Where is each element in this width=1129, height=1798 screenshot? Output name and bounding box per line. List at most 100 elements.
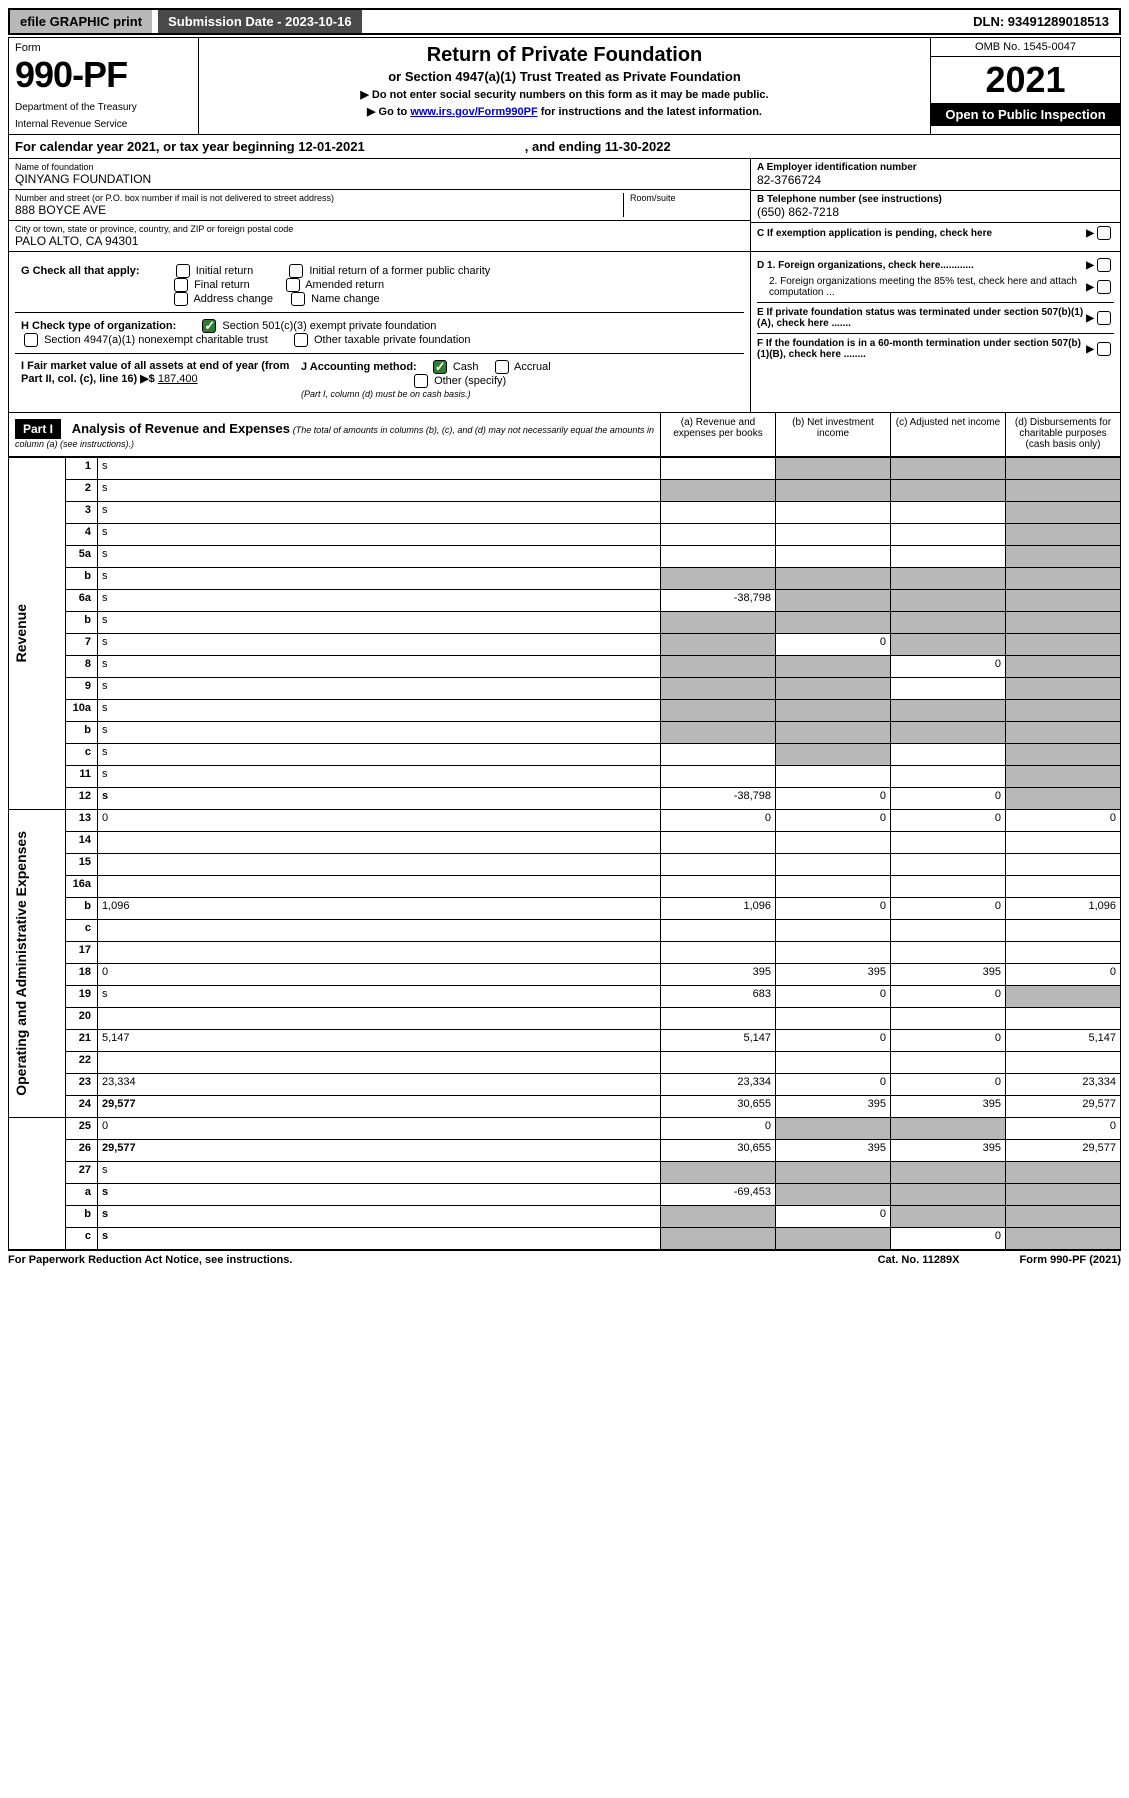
room-label: Room/suite — [630, 193, 744, 203]
cell-col-c: 0 — [891, 986, 1006, 1008]
cell-col-a — [661, 458, 776, 480]
initial-return-checkbox[interactable] — [176, 264, 190, 278]
cell-col-a — [661, 722, 776, 744]
cell-col-b: 0 — [776, 1030, 891, 1052]
cell-col-a — [661, 1008, 776, 1030]
table-row: 22 — [9, 1052, 1121, 1074]
line-number: 15 — [66, 854, 98, 876]
amended-return-checkbox[interactable] — [286, 278, 300, 292]
c-checkbox[interactable] — [1097, 226, 1111, 240]
cell-col-a: 683 — [661, 986, 776, 1008]
cell-col-d — [1006, 744, 1121, 766]
cell-col-c — [891, 766, 1006, 788]
col-a-header: (a) Revenue and expenses per books — [660, 413, 775, 456]
cell-col-c — [891, 480, 1006, 502]
cell-col-b — [776, 568, 891, 590]
line-number: b — [66, 898, 98, 920]
501c3-checkbox[interactable] — [202, 319, 216, 333]
cell-col-b: 0 — [776, 788, 891, 810]
line-number: 25 — [66, 1118, 98, 1140]
h-opt2: Section 4947(a)(1) nonexempt charitable … — [44, 334, 268, 346]
other-method-checkbox[interactable] — [414, 374, 428, 388]
cell-col-c — [891, 876, 1006, 898]
cell-col-b — [776, 1052, 891, 1074]
cash-checkbox[interactable] — [433, 360, 447, 374]
form-ref: Form 990-PF (2021) — [1020, 1254, 1121, 1266]
cell-col-b — [776, 1162, 891, 1184]
f-checkbox[interactable] — [1097, 342, 1111, 356]
final-return-checkbox[interactable] — [174, 278, 188, 292]
form-label: Form — [15, 42, 192, 54]
line-number: 21 — [66, 1030, 98, 1052]
table-row: 20 — [9, 1008, 1121, 1030]
cell-col-d — [1006, 766, 1121, 788]
cell-col-b — [776, 1008, 891, 1030]
cell-col-c — [891, 1008, 1006, 1030]
c-label: C If exemption application is pending, c… — [757, 228, 1086, 239]
line-number: 23 — [66, 1074, 98, 1096]
4947a1-checkbox[interactable] — [24, 333, 38, 347]
cell-col-b: 0 — [776, 898, 891, 920]
line-description — [98, 876, 661, 898]
e-checkbox[interactable] — [1097, 311, 1111, 325]
table-row: Operating and Administrative Expenses130… — [9, 810, 1121, 832]
cell-col-d: 0 — [1006, 1118, 1121, 1140]
table-row: 8s0 — [9, 656, 1121, 678]
d2-checkbox[interactable] — [1097, 280, 1111, 294]
cell-col-d: 29,577 — [1006, 1140, 1121, 1162]
address-change-checkbox[interactable] — [174, 292, 188, 306]
cell-col-d: 23,334 — [1006, 1074, 1121, 1096]
line-description: s — [98, 480, 661, 502]
f-label: F If the foundation is in a 60-month ter… — [757, 338, 1086, 360]
line-number: 6a — [66, 590, 98, 612]
table-row: bs0 — [9, 1206, 1121, 1228]
cell-col-b — [776, 942, 891, 964]
j-label: J Accounting method: — [301, 361, 417, 373]
cell-col-d — [1006, 656, 1121, 678]
cell-col-d — [1006, 722, 1121, 744]
cell-col-b — [776, 920, 891, 942]
note2-pre: ▶ Go to — [367, 106, 410, 118]
line-number: 13 — [66, 810, 98, 832]
initial-former-checkbox[interactable] — [289, 264, 303, 278]
cell-col-d — [1006, 1184, 1121, 1206]
efile-print-btn[interactable]: efile GRAPHIC print — [10, 10, 152, 33]
line-number: 26 — [66, 1140, 98, 1162]
cell-col-a — [661, 920, 776, 942]
page-footer: For Paperwork Reduction Act Notice, see … — [8, 1250, 1121, 1266]
table-row: 9s — [9, 678, 1121, 700]
foundation-name-cell: Name of foundation QINYANG FOUNDATION — [9, 159, 750, 190]
name-change-checkbox[interactable] — [291, 292, 305, 306]
cal-year-end: , and ending 11-30-2022 — [525, 139, 671, 154]
col-d-header: (d) Disbursements for charitable purpose… — [1005, 413, 1120, 456]
cell-col-c — [891, 1162, 1006, 1184]
cell-col-d — [1006, 986, 1121, 1008]
cell-col-b — [776, 678, 891, 700]
g-opt-3: Amended return — [305, 279, 384, 291]
omb-number: OMB No. 1545-0047 — [931, 38, 1120, 57]
cell-col-b: 395 — [776, 1096, 891, 1118]
line-description: s — [98, 788, 661, 810]
other-taxable-checkbox[interactable] — [294, 333, 308, 347]
instructions-link[interactable]: www.irs.gov/Form990PF — [410, 106, 537, 118]
g-label: G Check all that apply: — [21, 265, 140, 277]
h-opt3: Other taxable private foundation — [314, 334, 471, 346]
line-description: s — [98, 524, 661, 546]
cell-col-a — [661, 832, 776, 854]
line-number: b — [66, 568, 98, 590]
line-number: 17 — [66, 942, 98, 964]
cell-col-d — [1006, 590, 1121, 612]
accrual-checkbox[interactable] — [495, 360, 509, 374]
d1-checkbox[interactable] — [1097, 258, 1111, 272]
cell-col-d — [1006, 942, 1121, 964]
open-public: Open to Public Inspection — [931, 103, 1120, 126]
cell-col-b: 0 — [776, 1206, 891, 1228]
j-other: Other (specify) — [434, 375, 506, 387]
cell-col-d: 0 — [1006, 964, 1121, 986]
cell-col-c — [891, 1052, 1006, 1074]
exemption-pending-cell: C If exemption application is pending, c… — [751, 223, 1120, 243]
line-description: s — [98, 612, 661, 634]
line-number: 22 — [66, 1052, 98, 1074]
tel-label: B Telephone number (see instructions) — [757, 194, 1114, 205]
irs: Internal Revenue Service — [15, 119, 192, 130]
